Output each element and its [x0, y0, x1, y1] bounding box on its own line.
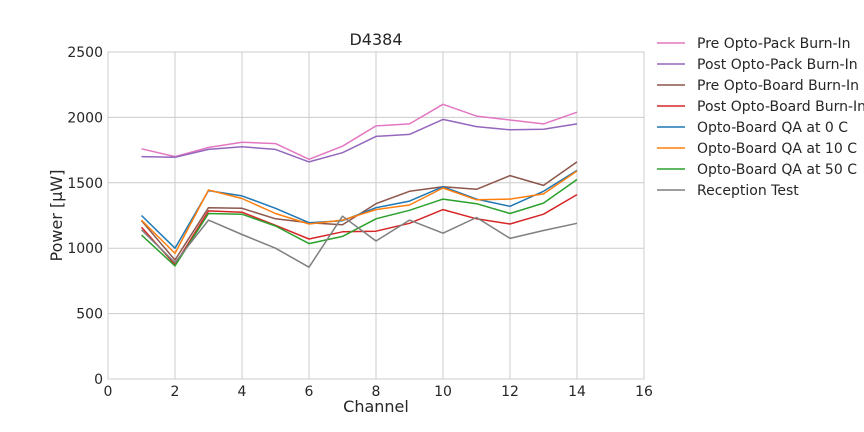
series-line: [140, 193, 578, 266]
legend-label: Opto-Board QA at 0 C: [697, 120, 848, 136]
series-line: [140, 215, 578, 268]
x-tick-labels: 0 2 4 6 8 10 12 14 16: [104, 384, 653, 400]
y-tick-label: 0: [94, 372, 103, 388]
legend-label: Post Opto-Pack Burn-In: [697, 57, 858, 73]
y-axis-label: Power [μW]: [47, 170, 66, 262]
x-tick-label: 4: [238, 384, 247, 400]
y-tick-label: 500: [76, 307, 103, 323]
legend: Pre Opto-Pack Burn-In Post Opto-Pack Burn…: [657, 36, 864, 199]
y-tick-label: 1500: [67, 176, 103, 192]
legend-label: Post Opto-Board Burn-In: [697, 99, 864, 115]
series-line: [140, 161, 578, 261]
x-tick-label: 6: [305, 384, 314, 400]
x-tick-label: 8: [372, 384, 381, 400]
x-axis-label: Channel: [343, 397, 409, 416]
y-tick-labels: 0 500 1000 1500 2000 2500: [67, 45, 103, 388]
legend-label: Opto-Board QA at 10 C: [697, 141, 857, 157]
series-line: [141, 118, 578, 163]
x-tick-label: 0: [104, 384, 113, 400]
x-tick-label: 2: [171, 384, 180, 400]
series-lines: [140, 103, 578, 268]
series-line: [141, 103, 578, 161]
y-tick-label: 2500: [67, 45, 103, 61]
y-tick-label: 1000: [67, 241, 103, 257]
legend-label: Opto-Board QA at 50 C: [697, 162, 857, 178]
x-tick-label: 12: [501, 384, 519, 400]
x-tick-label: 14: [568, 384, 586, 400]
grid: [107, 51, 645, 380]
x-tick-label: 16: [635, 384, 653, 400]
chart-title: D4384: [349, 30, 402, 49]
x-tick-label: 10: [434, 384, 452, 400]
y-tick-label: 2000: [67, 110, 103, 126]
plot-frame: [107, 51, 645, 380]
series-line: [140, 170, 578, 255]
legend-label: Pre Opto-Board Burn-In: [697, 78, 859, 94]
legend-label: Pre Opto-Pack Burn-In: [697, 36, 851, 52]
series-line: [140, 178, 578, 267]
legend-label: Reception Test: [697, 183, 799, 199]
